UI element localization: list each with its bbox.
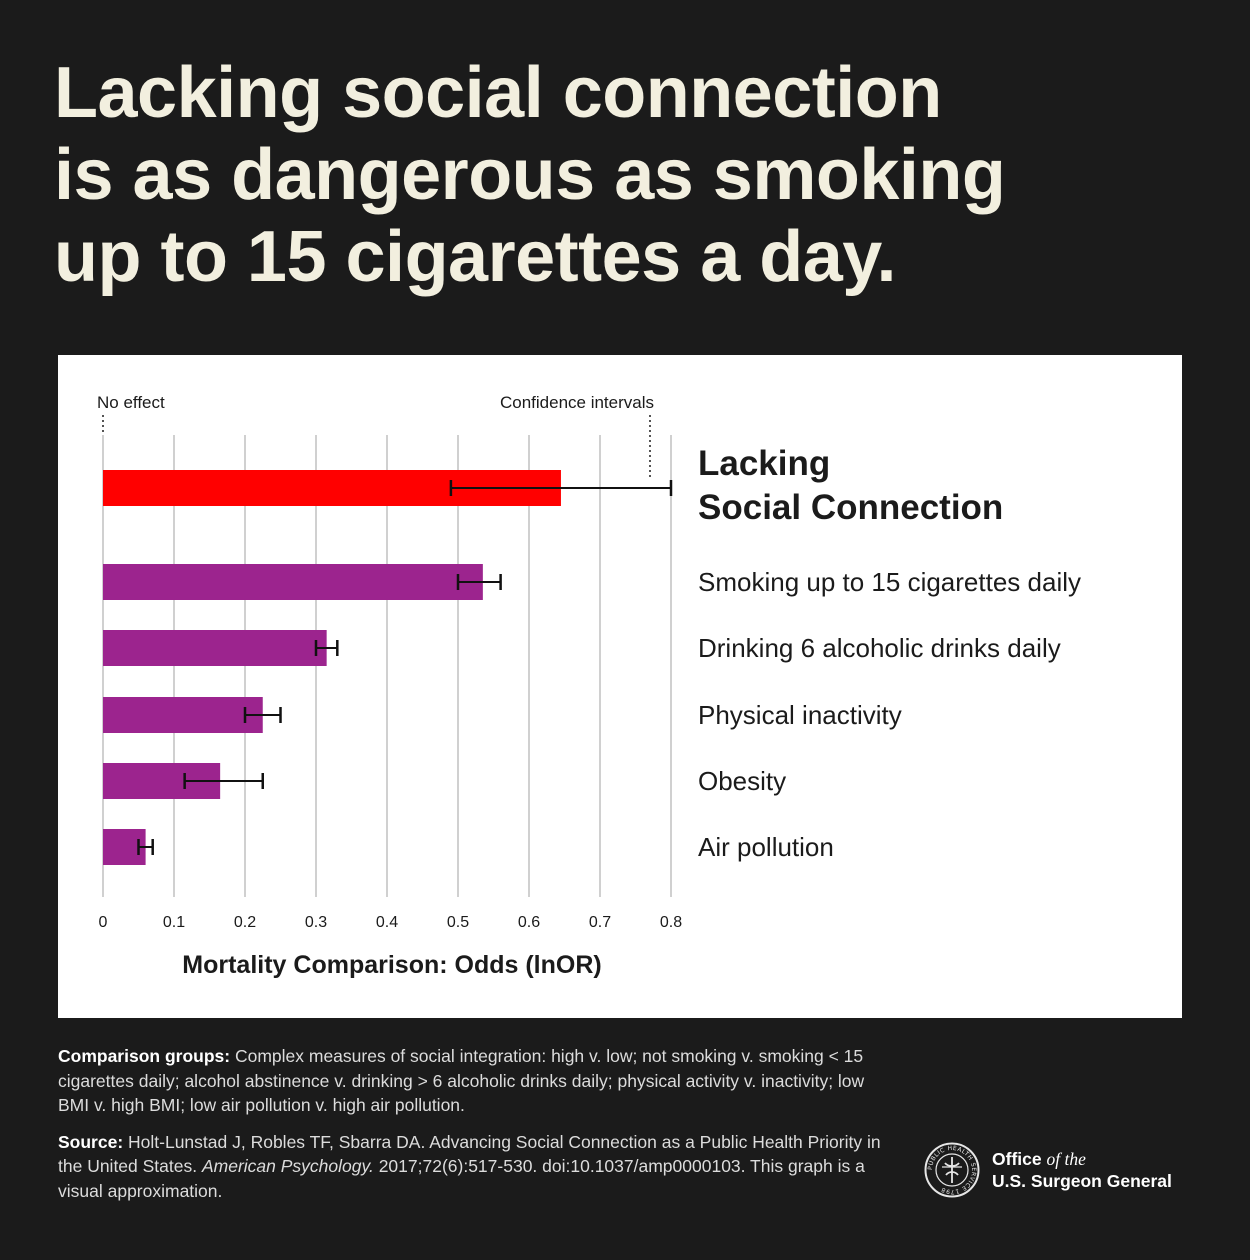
logo-text: Office of the U.S. Surgeon General (992, 1148, 1172, 1192)
seal-icon: PUBLIC HEALTH SERVICE 1798 (924, 1142, 980, 1198)
category-label: Air pollution (698, 832, 834, 862)
headline-line-3: up to 15 cigarettes a day. (54, 217, 896, 297)
category-label: Smoking up to 15 cigarettes daily (698, 567, 1081, 597)
no-effect-annotation: No effect (97, 393, 165, 412)
chart-panel: 0 0.1 0.2 0.3 0.4 0.5 0.6 0.7 0.8 No effect Confid… (58, 355, 1182, 1018)
source-journal: American Psychology. (201, 1156, 374, 1176)
comparison-groups-label: Comparison groups: (58, 1046, 231, 1066)
logo-line-1: Office of the (992, 1148, 1172, 1170)
source-label: Source: (58, 1131, 124, 1152)
bar (103, 697, 263, 733)
headline-line-1: Lacking social connection (54, 53, 942, 133)
bar (103, 564, 483, 600)
x-tick-label: 0.8 (660, 914, 682, 931)
headline: Lacking social connection is as dangerou… (54, 52, 1214, 298)
x-tick-label: 0 (99, 914, 108, 931)
x-axis-label: Mortality Comparison: Odds (lnOR) (182, 951, 601, 979)
confidence-intervals-annotation: Confidence intervals (500, 393, 654, 412)
surgeon-general-logo: PUBLIC HEALTH SERVICE 1798 Office of the… (924, 1140, 1194, 1202)
headline-line-2: is as dangerous as smoking (54, 135, 1006, 215)
logo-of-the: of the (1046, 1149, 1086, 1169)
logo-office: Office (992, 1149, 1042, 1169)
source-text-1: Holt-Lunstad J, Robles TF, Sbarra DA. Ad… (58, 1131, 881, 1177)
x-tick-label: 0.3 (305, 914, 327, 931)
comparison-groups-note: Comparison groups: Complex measures of s… (58, 1044, 898, 1118)
logo-line-2: U.S. Surgeon General (992, 1171, 1172, 1191)
x-tick-label: 0.2 (234, 914, 256, 931)
bar (103, 630, 327, 666)
category-label: Lacking (698, 444, 830, 483)
source-text-2: 2017;72(6):517-530. doi:10.1037/amp00001… (58, 1156, 865, 1201)
category-label: Drinking 6 alcoholic drinks daily (698, 633, 1061, 663)
x-tick-label: 0.1 (163, 914, 185, 931)
comparison-groups-text: Complex measures of social integration: … (58, 1046, 865, 1115)
category-label: Social Connection (698, 488, 1003, 527)
source-note: Source: Holt-Lunstad J, Robles TF, Sbarr… (58, 1130, 898, 1204)
x-tick-label: 0.5 (447, 914, 469, 931)
x-tick-label: 0.7 (589, 914, 611, 931)
mortality-bar-chart: 0 0.1 0.2 0.3 0.4 0.5 0.6 0.7 0.8 No effect Confid… (97, 393, 1081, 979)
footnotes: Comparison groups: Complex measures of s… (58, 1044, 898, 1215)
x-tick-label: 0.6 (518, 914, 540, 931)
category-label: Physical inactivity (698, 700, 902, 730)
category-label: Obesity (698, 766, 786, 796)
x-tick-label: 0.4 (376, 914, 398, 931)
